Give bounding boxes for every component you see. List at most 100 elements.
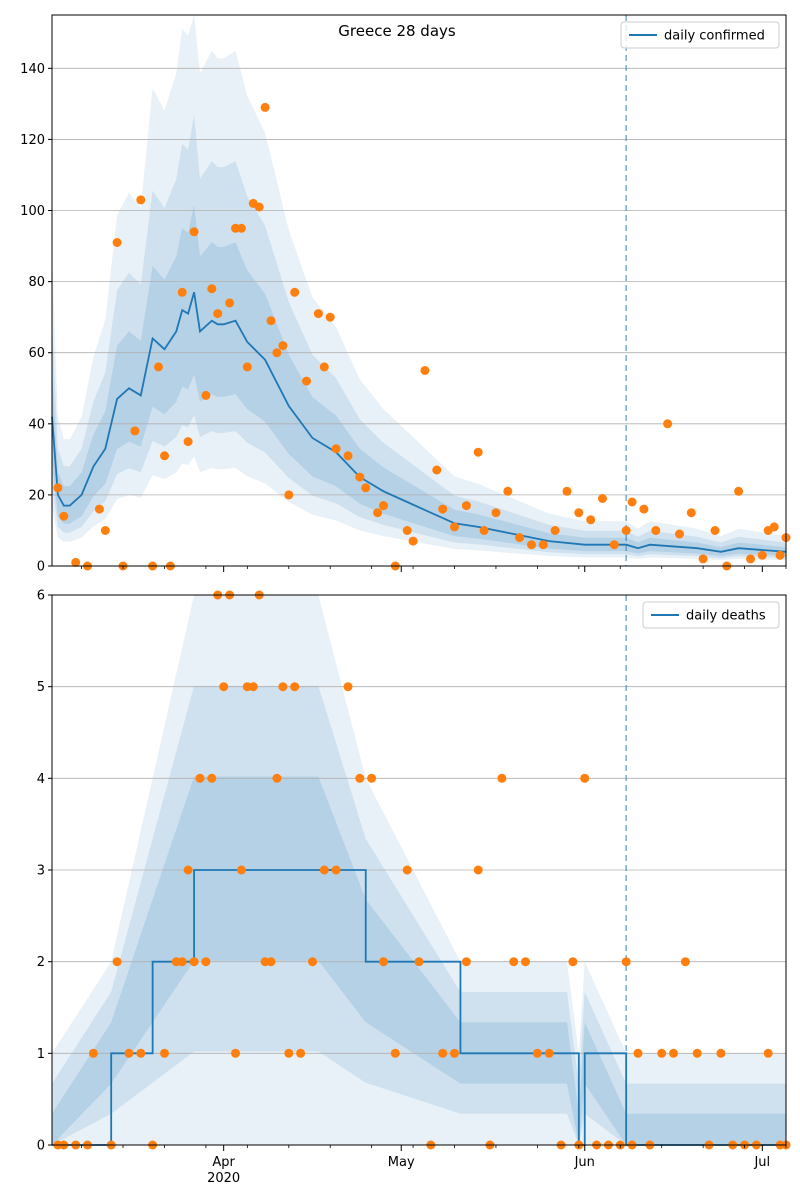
data-point	[355, 472, 365, 482]
data-point	[278, 341, 288, 351]
data-point	[88, 1048, 98, 1058]
data-point	[343, 451, 353, 461]
data-point	[473, 865, 483, 875]
data-point	[284, 1048, 294, 1058]
data-point	[521, 957, 530, 967]
deaths-y-ticks: 0 1 2 3 4 5 6	[37, 589, 52, 1154]
data-point	[242, 362, 252, 372]
data-point	[272, 773, 282, 783]
legend-box	[642, 601, 780, 629]
data-point	[266, 957, 276, 967]
confirmed-y-ticks: 0 20 40 60 80 100 120 140	[20, 62, 52, 575]
data-point	[112, 957, 122, 967]
data-point	[532, 1048, 542, 1058]
data-point	[438, 1048, 448, 1058]
confirmed-uncertainty-bands	[52, 15, 786, 561]
deaths-x-ticks: Apr May Jun Jul	[81, 1145, 787, 1170]
legend-box	[620, 21, 780, 49]
data-point	[515, 533, 525, 543]
data-point	[331, 865, 341, 875]
data-point	[278, 682, 288, 692]
data-point	[59, 511, 69, 521]
data-point	[663, 419, 673, 429]
data-point	[379, 957, 388, 967]
data-point	[402, 526, 412, 535]
legend-label-daily-deaths: daily deaths	[686, 609, 766, 624]
data-point	[225, 298, 235, 308]
data-point	[379, 501, 388, 511]
data-point	[680, 957, 690, 967]
data-point	[183, 437, 193, 447]
data-point	[568, 957, 578, 967]
uncertainty-band-2	[52, 685, 786, 1145]
data-point	[716, 1048, 726, 1058]
uncertainty-band-3	[52, 776, 786, 1145]
data-point	[497, 773, 507, 783]
data-point	[461, 957, 471, 967]
confirmed-panel: 0 20 40 60 80 100 120 140 Greece 28 days daily …	[20, 14, 791, 575]
confirmed-series-line	[51, 292, 787, 553]
data-point	[189, 227, 199, 237]
data-point	[325, 312, 335, 322]
data-point	[757, 550, 767, 560]
data-point	[408, 536, 418, 546]
data-point	[420, 366, 430, 375]
data-point	[290, 682, 300, 692]
data-point	[390, 1048, 400, 1058]
data-point	[124, 1048, 134, 1058]
data-point	[53, 483, 63, 493]
data-point	[254, 202, 264, 212]
data-point	[201, 390, 211, 400]
data-point	[136, 1048, 146, 1058]
data-point	[248, 682, 258, 692]
data-point	[236, 223, 246, 233]
data-point	[266, 316, 276, 326]
data-point	[213, 309, 223, 319]
data-point	[177, 957, 187, 967]
data-point	[438, 504, 448, 514]
data-point	[402, 865, 412, 875]
y-tick-label: 140	[20, 62, 45, 77]
data-point	[580, 773, 590, 783]
data-point	[734, 486, 744, 496]
y-tick-label: 80	[28, 275, 45, 290]
data-point	[710, 526, 720, 535]
y-tick-label: 1	[37, 1047, 45, 1062]
data-point	[692, 1048, 702, 1058]
y-tick-label: 0	[37, 1139, 45, 1154]
data-point	[775, 550, 785, 560]
data-point	[479, 526, 489, 535]
data-point	[763, 1048, 773, 1058]
deaths-series-line	[52, 869, 786, 1146]
y-tick-label: 6	[37, 589, 45, 604]
data-point	[207, 773, 217, 783]
x-tick-label: May	[388, 1155, 415, 1170]
data-point	[574, 508, 584, 518]
data-point	[669, 1048, 678, 1058]
data-point	[633, 1048, 643, 1058]
data-point	[621, 526, 631, 535]
data-point	[550, 526, 560, 535]
uncertainty-band-3	[52, 204, 786, 556]
y-tick-label: 0	[37, 560, 45, 575]
data-point	[461, 501, 471, 511]
data-point	[621, 957, 631, 967]
data-point	[94, 504, 104, 514]
data-point	[432, 465, 442, 475]
data-point	[189, 957, 199, 967]
data-point	[544, 1048, 554, 1058]
data-point	[686, 508, 696, 518]
data-point	[503, 486, 513, 496]
data-point	[313, 309, 323, 319]
y-tick-label: 40	[28, 417, 45, 432]
data-point	[609, 540, 619, 550]
data-point	[207, 284, 217, 294]
y-tick-label: 2	[37, 955, 45, 970]
data-point	[491, 508, 501, 518]
data-point	[450, 1048, 459, 1058]
y-tick-label: 120	[20, 133, 45, 148]
data-point	[651, 526, 661, 535]
data-point	[319, 362, 329, 372]
data-point	[586, 515, 596, 525]
